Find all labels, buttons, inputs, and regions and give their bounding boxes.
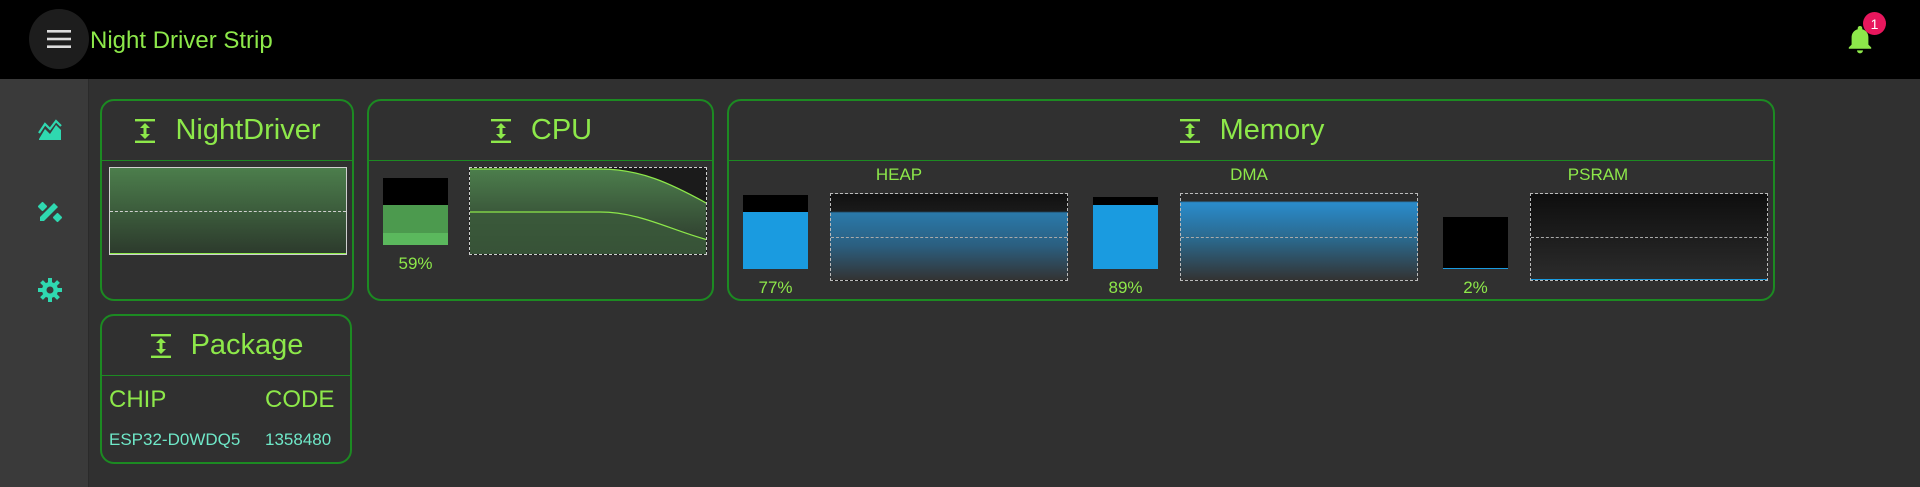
heap-usage-label: 77% <box>758 278 793 297</box>
package-card-title: Package <box>190 329 304 361</box>
expand-icon[interactable] <box>1178 117 1202 145</box>
top-app-bar: Night Driver Strip 1 <box>0 0 1920 79</box>
cpu-usage-label: 59% <box>398 254 433 273</box>
settings-gear-icon <box>38 278 62 302</box>
cpu-card: CPU 59% <box>367 99 714 301</box>
cpu-core0-line <box>470 168 706 204</box>
hamburger-menu-icon <box>47 30 71 48</box>
nightdriver-card: NightDriver <box>100 99 354 301</box>
memory-card-header: Memory <box>729 101 1773 161</box>
dma-usage-bar-fill <box>1093 204 1158 269</box>
cpu-usage-bar-fill <box>383 205 448 245</box>
sidebar-nav <box>0 79 89 487</box>
chart-midline <box>110 211 346 212</box>
heap-label: HEAP <box>875 165 923 184</box>
sidebar-item-settings[interactable] <box>36 276 64 304</box>
heap-history-chart <box>830 193 1068 281</box>
chip-header: CHIP <box>109 386 167 413</box>
cpu-core-segment <box>383 233 448 245</box>
area-chart-icon <box>38 119 62 140</box>
cpu-history-svg <box>470 168 706 254</box>
notifications-bell-button[interactable] <box>1846 24 1874 54</box>
menu-button[interactable] <box>29 9 89 69</box>
heap-usage-bar <box>743 195 808 269</box>
package-card: Package CHIP CODE ESP32-D0WDQ5 1358480 <box>100 314 352 464</box>
expand-icon[interactable] <box>149 332 173 360</box>
cpu-usage-bar <box>383 178 448 245</box>
cpu-history-chart <box>469 167 707 255</box>
dma-history-chart <box>1180 193 1418 281</box>
psram-usage-bar <box>1443 217 1508 269</box>
memory-card: Memory HEAP 77% DMA 89% PSRAM 2% <box>727 99 1775 301</box>
dma-usage-label: 89% <box>1108 278 1143 297</box>
memory-card-title: Memory <box>1219 114 1325 146</box>
psram-line <box>1531 279 1767 280</box>
psram-usage-bar-fill <box>1443 267 1508 269</box>
fps-history-chart <box>109 167 347 255</box>
cpu-core1-area <box>470 212 706 254</box>
code-value: 1358480 <box>265 430 332 449</box>
chart-midline <box>1181 237 1417 238</box>
expand-icon[interactable] <box>489 117 513 145</box>
notification-badge: 1 <box>1863 12 1886 35</box>
chart-midline <box>831 237 1067 238</box>
psram-usage-label: 2% <box>1463 278 1488 297</box>
dma-label: DMA <box>1230 165 1268 184</box>
cpu-card-title: CPU <box>530 114 593 146</box>
cpu-card-header: CPU <box>369 101 712 161</box>
sidebar-item-stats[interactable] <box>36 117 64 145</box>
sidebar-item-design[interactable] <box>36 197 64 225</box>
design-tools-icon <box>37 201 63 223</box>
chart-midline <box>1531 237 1767 238</box>
dma-usage-bar <box>1093 197 1158 269</box>
package-card-header: Package <box>102 316 350 376</box>
psram-label: PSRAM <box>1567 165 1629 184</box>
psram-history-chart <box>1530 193 1768 281</box>
nightdriver-card-title: NightDriver <box>175 114 321 146</box>
heap-usage-bar-fill <box>743 212 808 269</box>
code-header: CODE <box>265 386 335 413</box>
nightdriver-card-header: NightDriver <box>102 101 352 161</box>
app-title: Night Driver Strip <box>90 27 273 54</box>
fps-line <box>110 253 346 254</box>
chip-value: ESP32-D0WDQ5 <box>109 430 241 449</box>
expand-icon[interactable] <box>133 117 157 145</box>
bell-icon <box>1848 26 1872 54</box>
cpu-core1-line <box>470 211 706 241</box>
